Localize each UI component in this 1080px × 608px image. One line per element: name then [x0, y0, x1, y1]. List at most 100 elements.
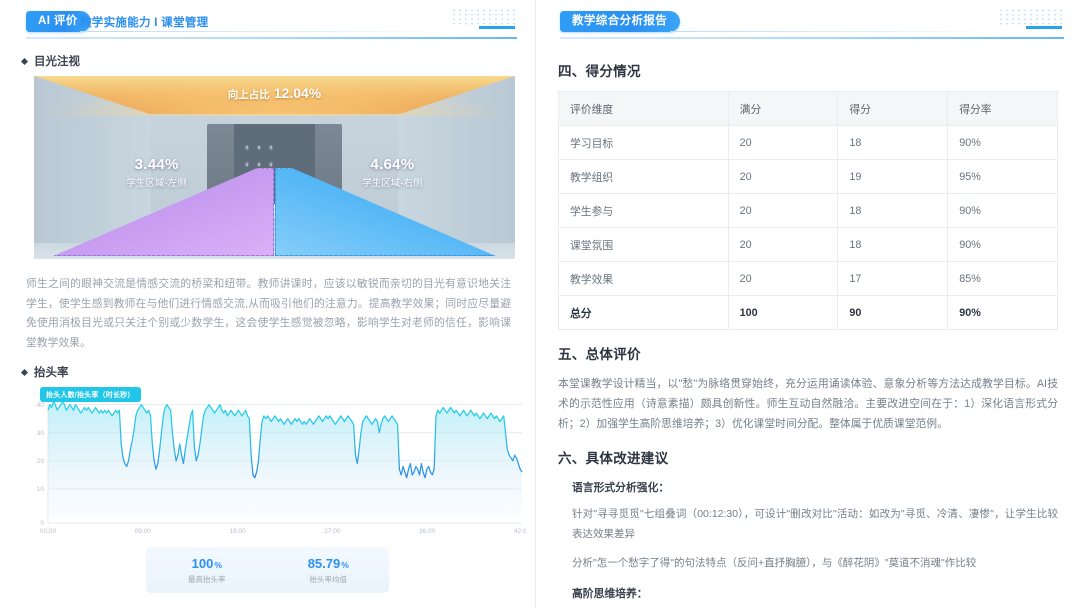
col-full-score: 满分 — [727, 91, 839, 126]
stat-card-max: 100% 最高抬头率 — [146, 556, 268, 585]
zone-left-value: 3.44% — [134, 156, 179, 174]
cell-score-rate: 90% — [947, 125, 1058, 160]
zone-right-value: 4.64% — [370, 156, 415, 174]
overall-evaluation-paragraph: 本堂课教学设计精当，以"愁"为脉络贯穿始终，充分运用诵读体验、意象分析等方法达成… — [558, 378, 1058, 430]
zone-right-label: 4.64% 学生区域-右侧 — [301, 156, 484, 189]
cell-score: 18 — [837, 193, 949, 228]
cell-score-rate: 85% — [947, 261, 1058, 296]
upward-gaze-label: 向上占比 12.04% — [34, 85, 515, 102]
col-score-rate: 得分率 — [947, 91, 1058, 126]
ai-evaluation-badge: AI 评价 — [26, 11, 91, 32]
diamond-bullet-icon — [20, 57, 29, 65]
zone-left-name: 学生区域-左侧 — [126, 178, 187, 190]
svg-text:42:00: 42:00 — [514, 528, 526, 535]
dot-grid-accent-bar — [1026, 26, 1062, 29]
cell-score: 90 — [837, 295, 949, 330]
col-score: 得分 — [837, 91, 949, 126]
col-dimension: 评价维度 — [558, 91, 729, 126]
report-badge: 教学综合分析报告 — [560, 11, 681, 32]
section-header-gaze: 目光注视 — [20, 53, 523, 69]
svg-text:0: 0 — [40, 520, 44, 527]
cell-score: 17 — [837, 261, 949, 296]
cell-full-score: 100 — [727, 295, 839, 330]
header-rule — [80, 31, 455, 32]
table-header-row: 评价维度 满分 得分 得分率 — [558, 91, 1058, 126]
headup-rate-chart: 抬头人数/抬头率（时长秒） 40 30 20 10 0 00:00 09:00 18:00 27… — [26, 387, 526, 539]
headup-stat-cards: 100% 最高抬头率 85.79% 抬头率均值 — [146, 547, 389, 593]
upward-gaze-text: 向上占比 — [227, 89, 270, 101]
cell-score-rate: 90% — [947, 193, 1058, 228]
score-table: 评价维度 满分 得分 得分率 学习目标 20 18 90% 教学组织 20 19 95% 学生参… — [558, 91, 1058, 330]
section-label-headup: 抬头率 — [34, 367, 69, 379]
dot-grid-decoration — [998, 8, 1062, 26]
stat-max-number: 100 — [191, 555, 214, 571]
right-panel: 教学综合分析报告 四、得分情况 评价维度 满分 得分 得分率 学习目标 20 18 9… — [535, 0, 1080, 608]
cell-score-rate: 95% — [947, 159, 1058, 194]
advice-blocks: 语言形式分析强化： 针对"寻寻觅觅"七组叠词（00:12:30），可设计"删改对比… — [558, 479, 1058, 608]
svg-text:36:00: 36:00 — [419, 528, 436, 535]
stat-mean-unit: % — [341, 559, 349, 570]
table-row: 学习目标 20 18 90% — [558, 125, 1058, 160]
svg-text:09:00: 09:00 — [135, 528, 152, 535]
cell-dimension: 教学效果 — [558, 261, 729, 296]
table-row: 总分 100 90 90% — [558, 295, 1058, 330]
svg-text:00:00: 00:00 — [40, 528, 57, 535]
section-label-gaze: 目光注视 — [34, 56, 80, 68]
dot-grid-decoration — [451, 8, 515, 26]
svg-text:27:00: 27:00 — [324, 528, 341, 535]
header-rule — [670, 31, 1002, 32]
stat-mean-value: 85.79% — [268, 556, 390, 571]
gaze-description-paragraph: 师生之间的眼神交流是情感交流的桥梁和纽带。教师讲课时，应该以敏锐而亲切的目光有意… — [26, 278, 511, 349]
headup-chart-svg: 40 30 20 10 000:00 09:00 18:00 27:00 36:00 42:00 — [37, 399, 526, 535]
dot-grid-accent-bar — [479, 26, 515, 29]
left-panel-title: 教学实施能力 I 课堂管理 — [80, 17, 209, 29]
stat-max-value: 100% — [146, 556, 268, 571]
cell-dimension: 课堂氛围 — [558, 227, 729, 262]
table-row: 教学效果 20 17 85% — [558, 261, 1058, 296]
cell-full-score: 20 — [727, 159, 839, 194]
svg-text:20: 20 — [37, 458, 45, 465]
report-body: 四、得分情况 评价维度 满分 得分 得分率 学习目标 20 18 90% 教学组织 20 1… — [546, 42, 1070, 608]
svg-text:10: 10 — [37, 486, 45, 493]
advice-sub-heading: 高阶思维培养： — [572, 588, 648, 600]
ceiling-glow — [34, 76, 515, 116]
cell-dimension: 学生参与 — [558, 193, 729, 228]
heading-score-section: 四、得分情况 — [558, 64, 641, 79]
diamond-bullet-icon — [20, 368, 29, 376]
cell-full-score: 20 — [727, 261, 839, 296]
upward-gaze-value: 12.04% — [273, 85, 322, 101]
cell-dimension: 学习目标 — [558, 125, 729, 160]
svg-text:40: 40 — [37, 402, 45, 409]
advice-paragraph: 分析"怎一个愁字了得"的句法特点（反问+直抒胸臆），与《醉花阴》"莫道不消魂"作… — [572, 557, 977, 569]
cell-full-score: 20 — [727, 193, 839, 228]
score-table-body: 学习目标 20 18 90% 教学组织 20 19 95% 学生参与 20 18 90% 课堂氛围 20 1… — [558, 125, 1058, 330]
svg-text:30: 30 — [37, 430, 45, 437]
cell-dimension: 总分 — [558, 295, 729, 330]
left-panel: AI 评价 教学实施能力 I 课堂管理 目光注视 — [0, 0, 535, 608]
stat-max-label: 最高抬头率 — [188, 574, 226, 584]
cell-full-score: 20 — [727, 227, 839, 262]
cell-score: 18 — [837, 125, 949, 160]
header-baseline — [560, 37, 1064, 39]
heading-overall-section: 五、总体评价 — [558, 347, 641, 362]
cell-score-rate: 90% — [947, 295, 1058, 330]
header-baseline — [26, 37, 517, 39]
table-row: 学生参与 20 18 90% — [558, 193, 1058, 228]
cell-score-rate: 90% — [947, 227, 1058, 262]
cell-full-score: 20 — [727, 125, 839, 160]
cell-dimension: 教学组织 — [558, 159, 729, 194]
advice-sub-heading: 语言形式分析强化： — [572, 482, 670, 494]
svg-text:18:00: 18:00 — [229, 528, 246, 535]
stat-mean-number: 85.79 — [307, 555, 341, 571]
advice-paragraph: 针对"寻寻觅觅"七组叠词（00:12:30），可设计"删改对比"活动：如改为"寻… — [572, 508, 1058, 540]
zone-left-label: 3.44% 学生区域-左侧 — [65, 156, 248, 189]
cell-score: 19 — [837, 159, 949, 194]
chart-series-badge: 抬头人数/抬头率（时长秒） — [40, 387, 141, 402]
stat-max-unit: % — [214, 559, 222, 570]
zone-right-name: 学生区域-右侧 — [362, 178, 423, 190]
left-panel-header: AI 评价 教学实施能力 I 课堂管理 — [12, 0, 523, 42]
classroom-gaze-heatmap: 向上占比 12.04% 3.44% 学生区域-左侧 4.64% 学生区域-右侧 — [34, 76, 515, 259]
stat-mean-label: 抬头率均值 — [309, 574, 348, 584]
section-header-headup: 抬头率 — [20, 364, 523, 380]
